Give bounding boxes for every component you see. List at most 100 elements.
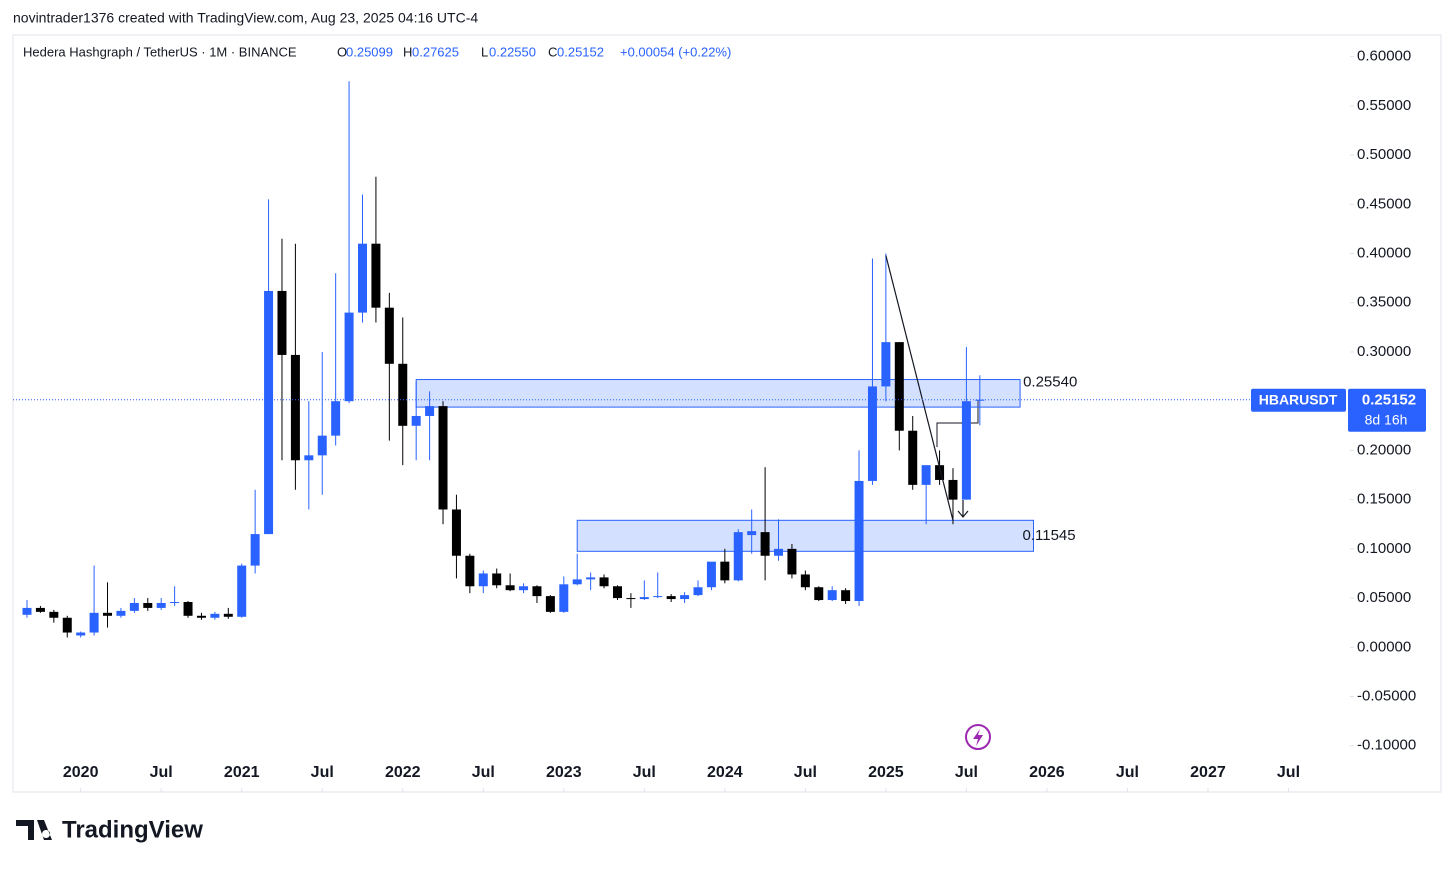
candle-body — [116, 610, 126, 616]
candle-body — [827, 590, 837, 601]
zone — [576, 519, 1034, 552]
candle-body — [143, 602, 153, 608]
bracket — [936, 400, 979, 447]
candle-body — [103, 612, 113, 616]
candle-body — [89, 612, 99, 633]
candle-body — [881, 342, 891, 387]
candle-body — [344, 312, 354, 402]
x-tick-label: 2026 — [1029, 764, 1065, 781]
candle-body — [223, 613, 233, 617]
candle-body — [129, 602, 139, 611]
candle-body — [787, 548, 797, 575]
y-tick-label: -0.05000 — [1357, 687, 1416, 704]
y-tick-label: 0.15000 — [1357, 491, 1411, 508]
y-tick-label: 0.05000 — [1357, 589, 1411, 606]
candle-body — [331, 401, 341, 436]
candle-body — [626, 598, 636, 600]
x-tick-label: Jul — [633, 764, 656, 781]
candle-body — [680, 595, 690, 600]
brand-name: TradingView — [62, 816, 203, 843]
candle-body — [586, 577, 596, 580]
legend-value: 0.25152 — [557, 44, 604, 59]
y-tick-label: 0.20000 — [1357, 441, 1411, 458]
x-tick-label: Jul — [311, 764, 334, 781]
candle-body — [22, 607, 32, 615]
legend-key: L — [481, 44, 488, 59]
candle-body — [317, 435, 327, 456]
candle-body — [693, 587, 703, 596]
trendline — [885, 255, 954, 521]
zone — [415, 379, 1021, 408]
x-tick-label: Jul — [1116, 764, 1139, 781]
candle-body — [398, 363, 408, 426]
candle-body — [841, 590, 851, 602]
y-tick-label: 0.30000 — [1357, 343, 1411, 360]
x-tick-label: Jul — [472, 764, 495, 781]
header: novintrader1376 created with TradingView… — [13, 10, 478, 26]
candle-body — [358, 243, 367, 313]
x-tick-label: 2025 — [868, 764, 904, 781]
legend-value: 0.22550 — [489, 44, 536, 59]
candle-body — [599, 577, 609, 587]
candle-body — [800, 574, 810, 588]
candle-body — [492, 573, 502, 586]
candle-body — [867, 386, 877, 481]
arrow — [957, 500, 969, 518]
candle-body — [760, 532, 770, 556]
y-tick-label: 0.45000 — [1357, 195, 1411, 212]
candle-body — [290, 354, 300, 461]
candle-body — [371, 243, 381, 308]
legend-key: O — [337, 44, 347, 59]
legend-key: C — [548, 44, 557, 59]
candle-body — [505, 585, 515, 591]
candle-body — [438, 406, 448, 510]
y-tick-label: 0.35000 — [1357, 294, 1411, 311]
legend: Hedera Hashgraph / TetherUS · 1M · BINAN… — [23, 44, 731, 59]
lightning-icon — [965, 724, 991, 750]
y-tick-label: 0.50000 — [1357, 146, 1411, 163]
candle-body — [277, 290, 287, 355]
candle-body — [49, 611, 59, 618]
candle-body — [948, 479, 958, 500]
legend-key: H — [403, 44, 412, 59]
candle-body — [264, 290, 274, 535]
candle-body — [572, 579, 582, 585]
candle-body — [519, 586, 529, 591]
legend-value: 0.27625 — [412, 44, 459, 59]
x-tick-label: 2023 — [546, 764, 582, 781]
candle-body — [747, 531, 757, 536]
candle-body — [706, 561, 716, 588]
x-tick-label: Jul — [794, 764, 817, 781]
candle-body — [854, 480, 864, 602]
brand: TradingView — [16, 816, 203, 843]
legend-value: 0.25099 — [346, 44, 393, 59]
candle-body — [894, 342, 904, 431]
candle-body — [935, 465, 945, 480]
candle-body — [814, 587, 824, 601]
candle-body — [411, 415, 421, 426]
candle-body — [62, 617, 72, 633]
candle-body — [183, 602, 193, 616]
candle-body — [237, 565, 247, 617]
candle-body — [908, 430, 918, 485]
candle-body — [304, 455, 314, 461]
candle-body — [639, 597, 649, 600]
candle-body — [720, 561, 730, 581]
candle-body — [559, 584, 569, 612]
legend-symbol: Hedera Hashgraph / TetherUS · 1M · BINAN… — [23, 44, 297, 59]
x-tick-label: Jul — [150, 764, 173, 781]
x-tick-label: 2021 — [224, 764, 260, 781]
x-tick-label: Jul — [955, 764, 978, 781]
x-tick-label: 2024 — [707, 764, 743, 781]
price-tag-bg — [1348, 388, 1426, 432]
x-tick-label: 2027 — [1190, 764, 1226, 781]
legend-change: +0.00054 (+0.22%) — [620, 44, 731, 59]
candle-body — [156, 602, 166, 608]
symbol-tag-bg — [1251, 388, 1346, 412]
candle-body — [545, 596, 555, 612]
candle-body — [612, 586, 622, 599]
x-tick-label: 2022 — [385, 764, 421, 781]
x-tick-label: 2020 — [63, 764, 99, 781]
